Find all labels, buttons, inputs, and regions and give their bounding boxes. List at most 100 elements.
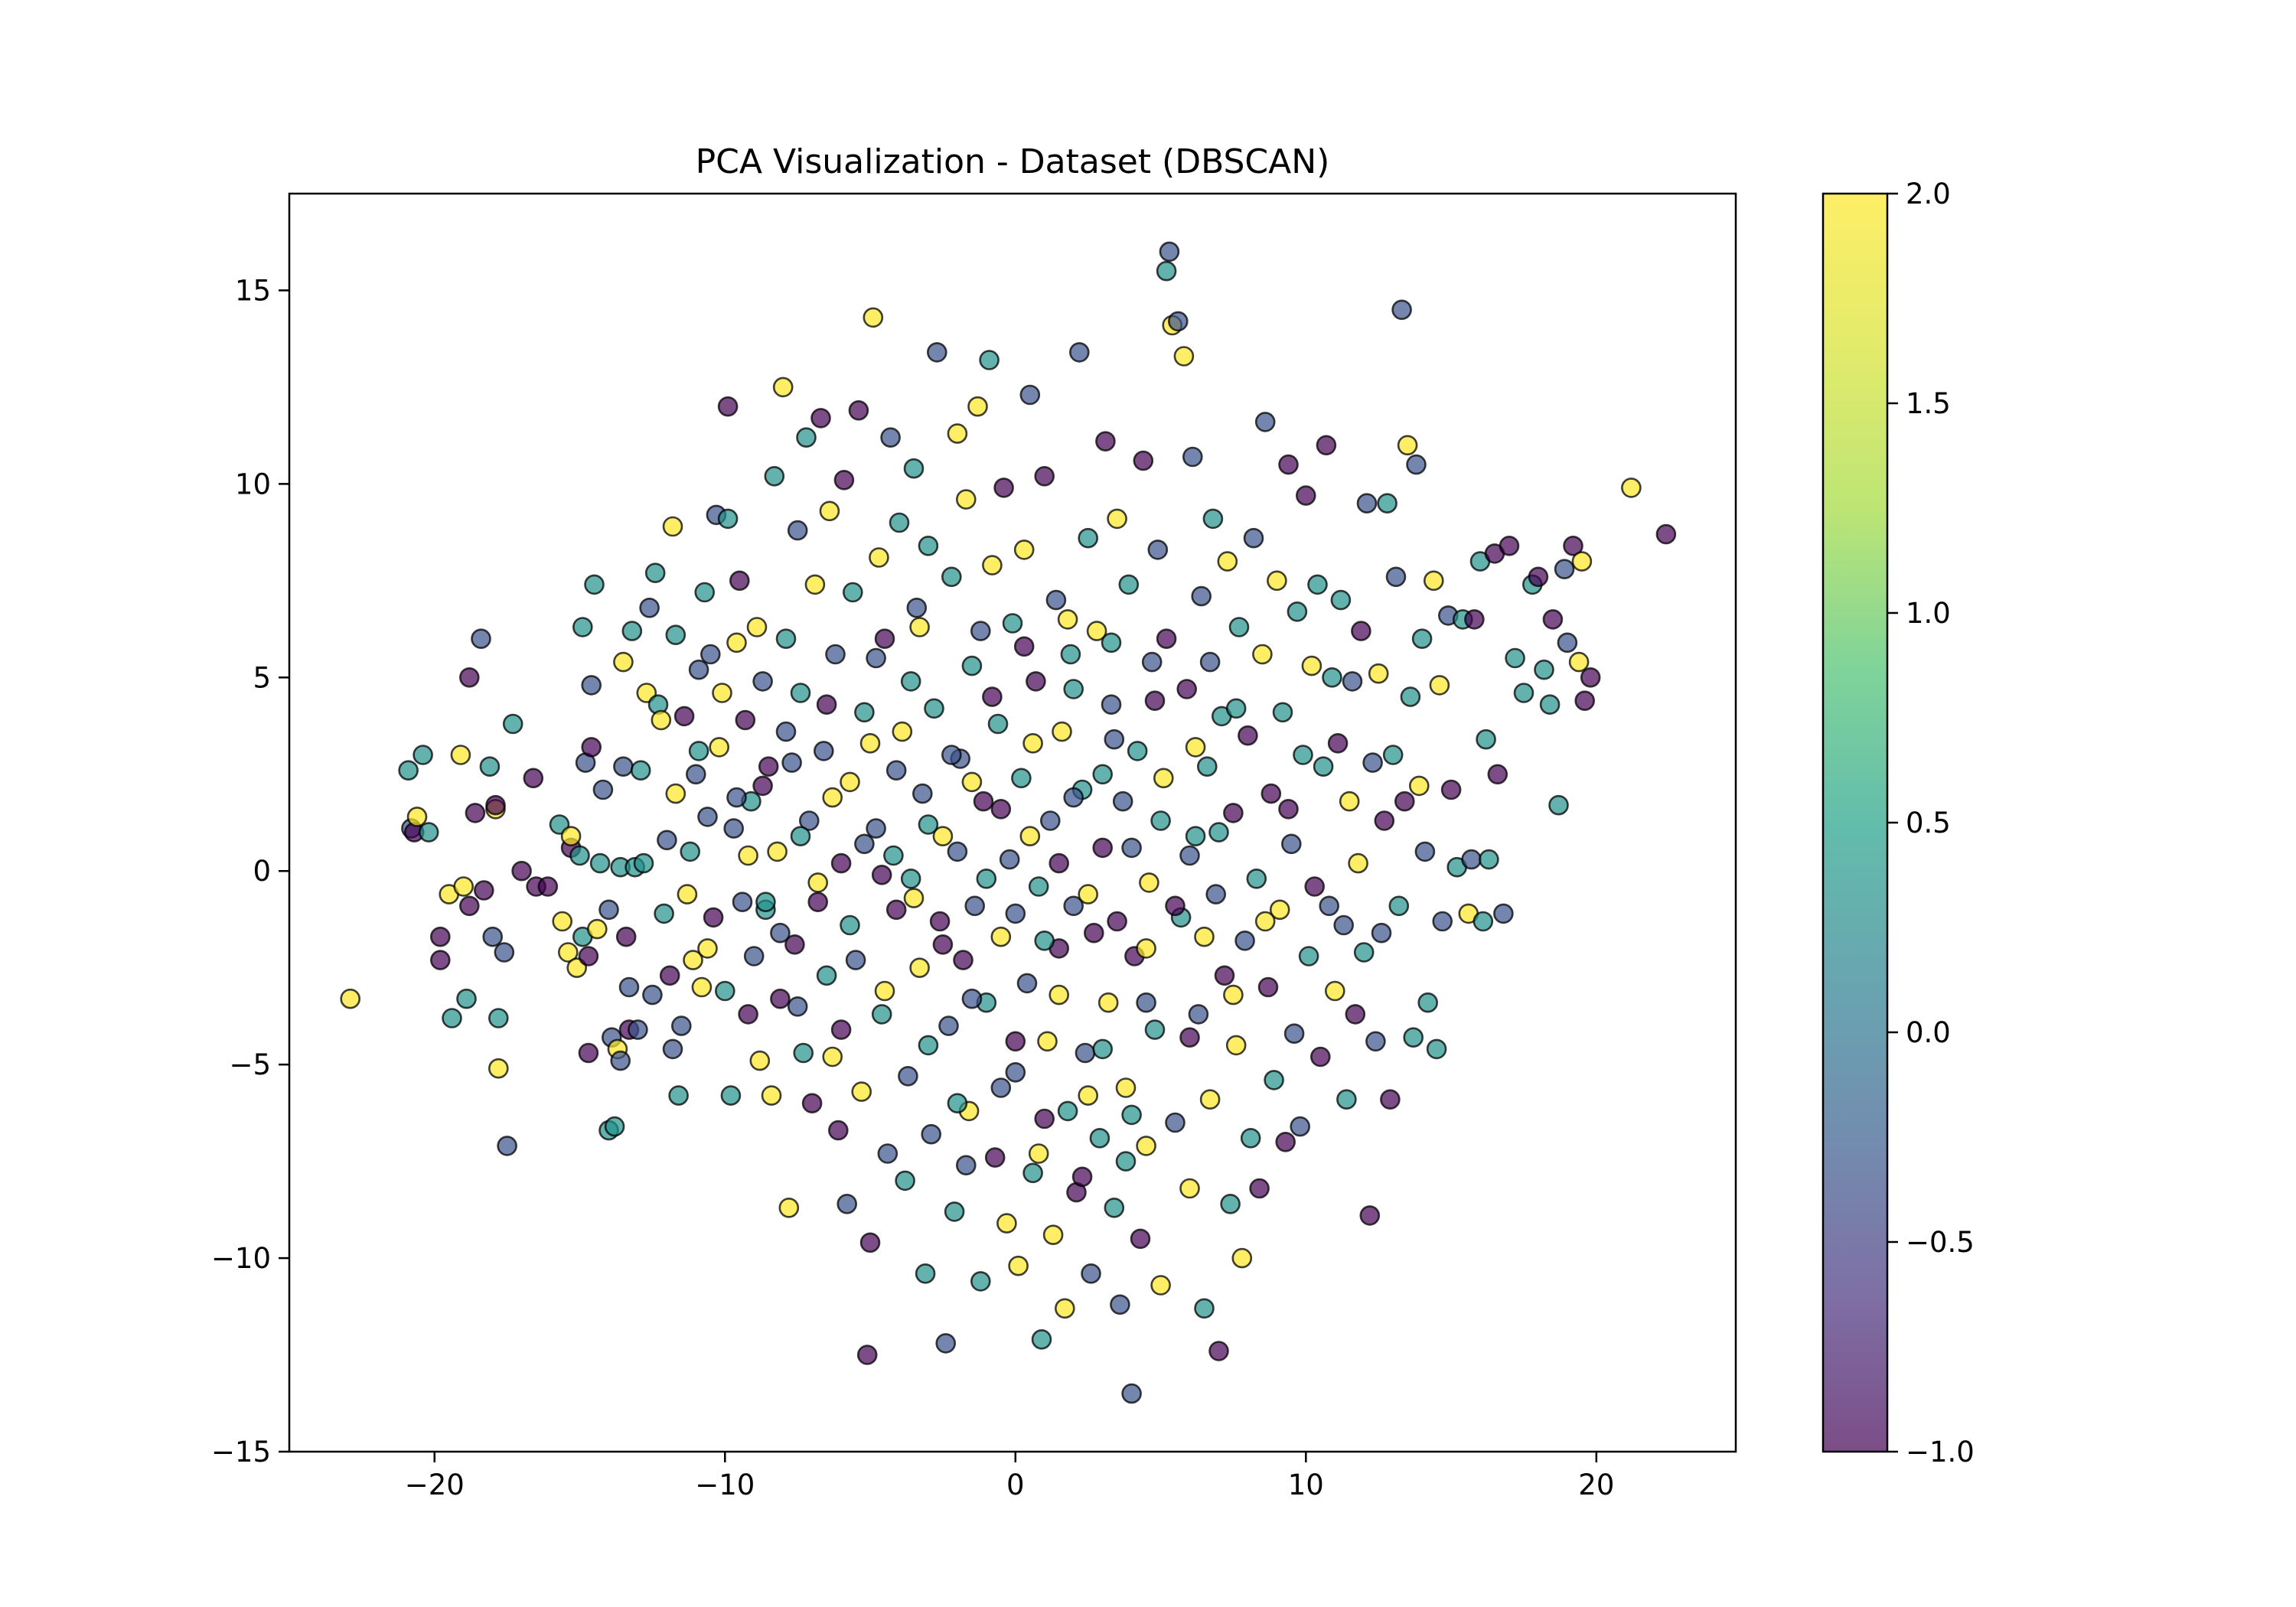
scatter-point (581, 675, 602, 696)
scatter-point (1223, 803, 1244, 823)
scatter-point (712, 683, 732, 703)
scatter-point (670, 1015, 692, 1036)
scatter-point (1362, 752, 1383, 773)
scatter-point (1008, 1255, 1029, 1276)
scatter-point (1078, 884, 1098, 905)
scatter-point (1019, 384, 1041, 406)
scatter-point (1110, 1294, 1130, 1315)
scatter-point (915, 1263, 936, 1284)
scatter-point (1539, 694, 1561, 715)
scatter-point (703, 907, 724, 928)
scatter-point (1426, 1038, 1447, 1060)
scatter-point (1301, 655, 1322, 676)
scatter-point (830, 852, 852, 874)
scatter-point (866, 818, 886, 839)
scatter-point (944, 1201, 965, 1222)
scatter-point (854, 702, 875, 723)
scatter-point (1101, 632, 1122, 654)
scatter-point (665, 624, 687, 646)
scatter-point (639, 597, 660, 618)
scatter-point (677, 884, 698, 905)
scatter-point (784, 934, 805, 955)
scatter-point (1269, 899, 1290, 921)
scatter-point (458, 895, 480, 917)
x-axis: −20 −10 0 10 20 (405, 1452, 1614, 1501)
scatter-point (473, 880, 494, 901)
scatter-point (630, 760, 651, 781)
scatter-point (743, 946, 765, 966)
scatter-point (859, 732, 881, 754)
scatter-point (697, 938, 718, 959)
scatter-point (1240, 1128, 1261, 1149)
scatter-point (1179, 845, 1200, 866)
scatter-point (572, 617, 593, 637)
scatter-point (398, 760, 419, 781)
scatter-point (1385, 566, 1407, 588)
scatter-point (560, 826, 582, 846)
scatter-point (688, 659, 709, 680)
scatter-point (1019, 826, 1041, 846)
scatter-point (458, 667, 480, 688)
scatter-point (1069, 342, 1090, 363)
scatter-point (1298, 946, 1319, 966)
scatter-point (999, 849, 1020, 870)
scatter-point (488, 1058, 509, 1079)
scatter-point (628, 1019, 648, 1040)
scatter-point (738, 1004, 758, 1025)
scatter-point (877, 1143, 899, 1164)
scatter-point (1040, 810, 1061, 831)
scatter-point (610, 1050, 631, 1071)
scatter-point (552, 911, 573, 932)
scatter-point (1257, 976, 1279, 998)
scatter-point (598, 899, 619, 921)
scatter-point (749, 1050, 771, 1071)
scatter-point (1563, 535, 1583, 556)
scatter-point (1136, 992, 1156, 1013)
scatter-point (1252, 644, 1273, 665)
scatter-point (752, 775, 773, 797)
y-axis: −15 −10 −5 0 5 10 15 (211, 274, 289, 1468)
scatter-point (976, 869, 997, 889)
scatter-point (1411, 628, 1433, 650)
scatter-point (1197, 756, 1218, 777)
scatter-point (589, 852, 611, 874)
scatter-point (912, 783, 933, 804)
scatter-point (732, 892, 753, 912)
scatter-point (825, 644, 846, 665)
scatter-point (691, 976, 713, 998)
scatter-point (1194, 1298, 1215, 1319)
scatter-point (935, 1333, 956, 1354)
scatter-point (889, 512, 910, 533)
scatter-point (1159, 241, 1180, 262)
scatter-point (1089, 1128, 1110, 1149)
scatter-point (1254, 412, 1276, 432)
scatter-point (1325, 980, 1345, 1002)
scatter-point (1382, 745, 1404, 765)
scatter-point (485, 794, 506, 816)
scatter-point (644, 562, 666, 584)
scatter-point (1464, 609, 1485, 630)
scatter-point (1153, 768, 1174, 789)
scatter-point (578, 1042, 599, 1064)
scatter-point (654, 903, 674, 924)
scatter-point (581, 737, 602, 758)
scatter-point (1191, 585, 1212, 607)
scatter-point (1505, 647, 1525, 669)
scatter-point (1231, 1247, 1253, 1269)
scatter-point (680, 841, 701, 862)
scatter-point (840, 771, 860, 793)
scatter-point (921, 1123, 941, 1145)
colorbar-tick-label: 0.0 (1906, 1016, 1951, 1049)
scatter-point (871, 865, 892, 885)
scatter-point (927, 342, 947, 363)
scatter-point (1188, 1004, 1209, 1025)
scatter-point (1234, 931, 1255, 951)
scatter-point (1414, 841, 1436, 862)
scatter-point (906, 597, 928, 618)
scatter-point (956, 489, 977, 510)
scatter-point (1371, 922, 1392, 944)
scatter-point (714, 980, 735, 1002)
scatter-point (613, 651, 634, 673)
scatter-point (1409, 775, 1430, 797)
scatter-point (758, 756, 779, 777)
